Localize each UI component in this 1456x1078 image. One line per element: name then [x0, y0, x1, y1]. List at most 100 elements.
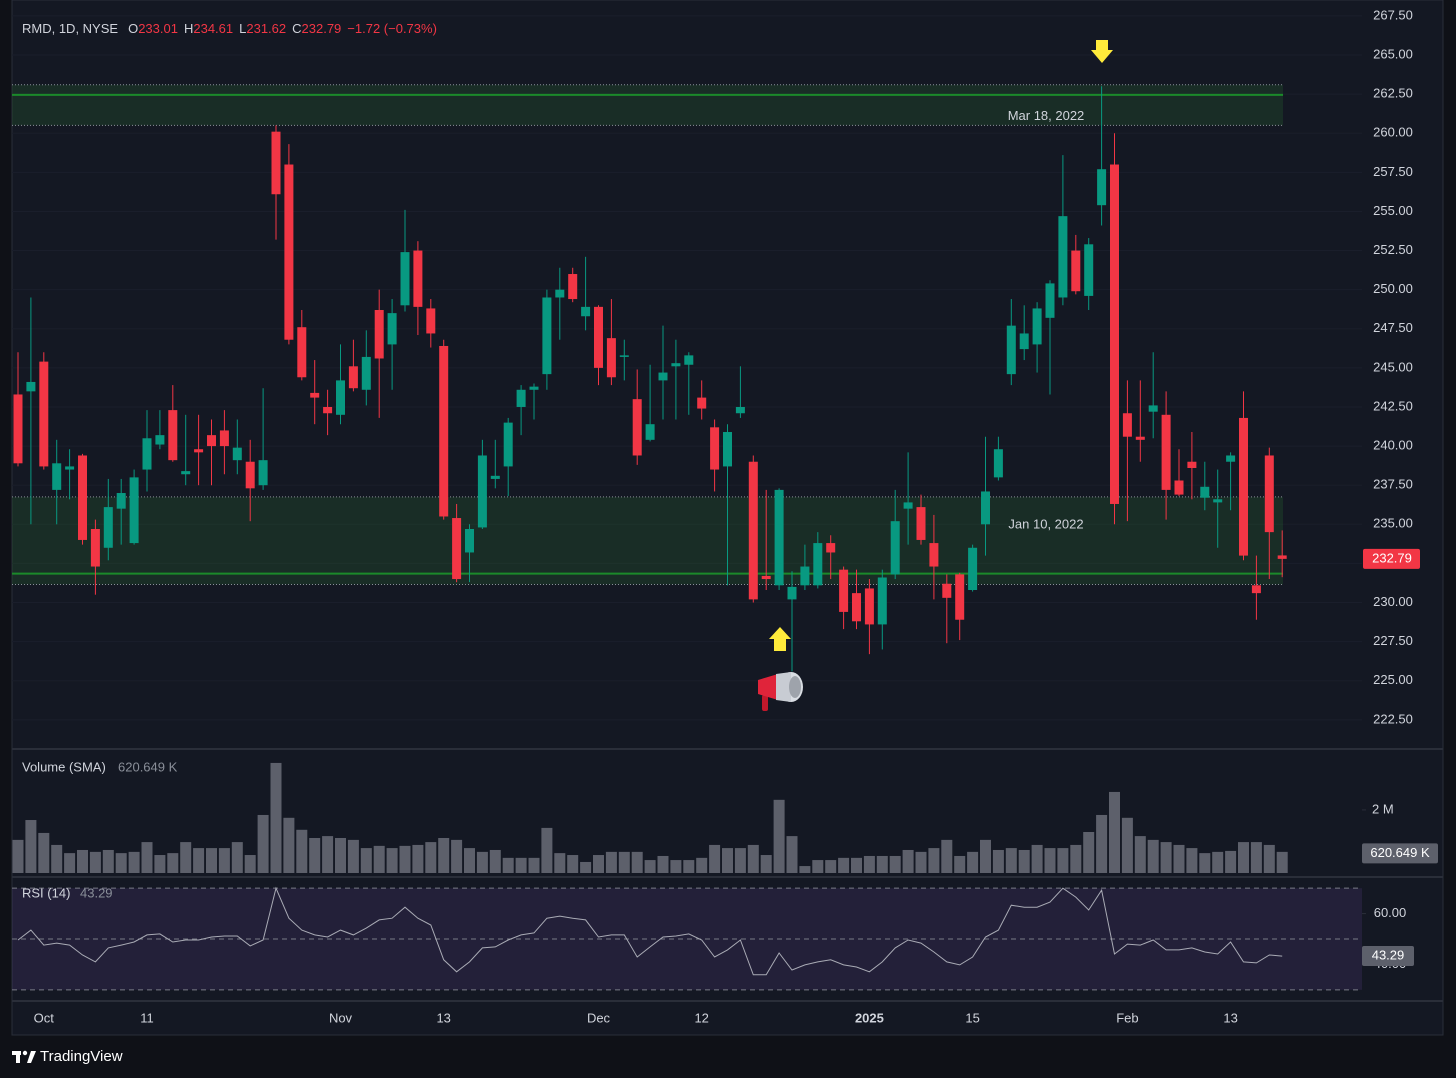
y-tick-label: 235.00: [1373, 516, 1413, 531]
volume-bar: [786, 836, 798, 873]
candle-body: [1135, 436, 1145, 440]
volume-bar: [1276, 851, 1288, 873]
volume-bar: [954, 855, 966, 873]
candle-body: [1200, 486, 1210, 498]
x-tick-label: 13: [1223, 1010, 1237, 1025]
volume-bar: [115, 853, 127, 873]
candle-body: [39, 361, 49, 467]
volume-bar: [967, 851, 979, 873]
y-tick-label: 245.00: [1373, 359, 1413, 374]
candle-body: [271, 131, 281, 195]
volume-bar: [851, 857, 862, 873]
candle-body: [993, 449, 1003, 478]
volume-bar: [812, 860, 824, 873]
candle-body: [503, 422, 513, 467]
candle-body: [348, 366, 358, 389]
x-tick-label: Feb: [1116, 1010, 1138, 1025]
volume-bar: [425, 842, 437, 873]
candle-body: [671, 363, 681, 367]
candle-body: [116, 493, 126, 509]
volume-bar: [670, 860, 682, 873]
candle-body: [568, 274, 578, 300]
candle-body: [1071, 250, 1081, 292]
candle-body: [1148, 405, 1158, 412]
volume-bar: [25, 820, 37, 873]
last-price-badge: [1363, 548, 1420, 569]
volume-bar: [270, 762, 282, 873]
ohlc-label: H: [184, 21, 193, 36]
candle-body: [555, 289, 565, 298]
x-tick-label: 12: [694, 1010, 708, 1025]
candle-body: [1264, 455, 1274, 533]
volume-bar: [631, 851, 643, 873]
chart-header: RMD, 1D, NYSE O233.01 H234.61 L231.62 C232.7…: [22, 21, 437, 36]
candle-body: [864, 588, 874, 625]
volume-bar: [515, 857, 527, 873]
ohlc-value: 233.01: [138, 21, 178, 36]
ohlc-label: L: [239, 21, 246, 36]
volume-legend-value: 620.649 K: [118, 759, 178, 774]
candle-body: [439, 345, 449, 517]
candle-body: [1084, 244, 1094, 296]
change: −1.72 (−0.73%): [347, 21, 437, 36]
candle-body: [723, 432, 732, 467]
candle-body: [697, 397, 707, 409]
candle-body: [323, 406, 333, 414]
volume-bar: [89, 851, 101, 873]
candle-body: [787, 586, 797, 600]
volume-bar: [464, 848, 475, 873]
volume-bar: [541, 827, 553, 873]
candle-body: [168, 410, 178, 461]
volume-bar: [1250, 842, 1262, 873]
candle-body: [813, 543, 823, 586]
volume-bar: [373, 845, 385, 873]
y-tick-label: 237.50: [1373, 477, 1413, 492]
y-tick-label: 267.50: [1373, 7, 1413, 22]
volume-bar: [231, 842, 243, 873]
candle-body: [516, 389, 526, 407]
y-tick-label: 227.50: [1373, 633, 1413, 648]
volume-bar: [825, 860, 837, 873]
candle-body: [387, 313, 397, 345]
volume-bar: [128, 851, 140, 873]
brand-logo: [12, 1050, 36, 1063]
candle-body: [1226, 455, 1236, 462]
candle-body: [90, 528, 100, 567]
candle-body: [981, 491, 990, 525]
candle-body: [310, 392, 320, 398]
volume-bar: [980, 839, 991, 873]
volume-bar: [218, 848, 230, 873]
volume-bar: [722, 848, 733, 873]
candle-body: [1174, 480, 1184, 495]
candle-body: [1251, 585, 1261, 594]
x-tick-label: 15: [965, 1010, 979, 1025]
candle-body: [632, 399, 642, 456]
volume-bar: [902, 849, 914, 873]
volume-bar: [1173, 844, 1185, 873]
candle-body: [413, 250, 423, 307]
symbol: RMD, 1D, NYSE: [22, 21, 118, 36]
candle-body: [129, 477, 139, 544]
volume-bar: [335, 837, 346, 873]
candle-body: [1006, 325, 1016, 375]
zone: [12, 84, 1283, 126]
volume-bar: [992, 849, 1004, 873]
y-tick-label: 242.50: [1373, 398, 1413, 413]
candle-body: [748, 461, 758, 600]
candle-body: [374, 309, 384, 359]
volume-bar: [167, 853, 179, 873]
volume-bar: [528, 857, 540, 873]
y-tick-label: 257.50: [1373, 164, 1413, 179]
volume-bar: [1199, 853, 1211, 873]
marker-arrow-down: [1091, 40, 1113, 63]
volume-bar: [941, 839, 953, 873]
volume-bar: [1096, 814, 1108, 873]
volume-bar: [554, 853, 566, 873]
x-tick-label: Nov: [329, 1010, 353, 1025]
volume-bar: [580, 861, 592, 873]
volume-bar: [734, 848, 746, 873]
volume-bar: [193, 848, 205, 873]
marker-arrow-up: [769, 627, 791, 651]
rsi-legend-title: RSI (14): [22, 885, 70, 900]
volume-bar: [77, 849, 88, 873]
